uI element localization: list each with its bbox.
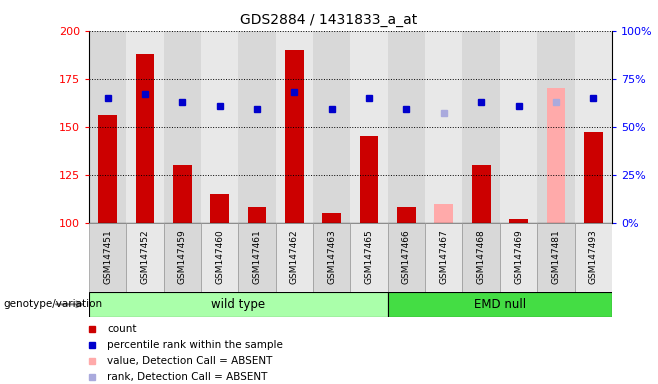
Text: GSM147459: GSM147459 xyxy=(178,230,187,285)
Text: GSM147469: GSM147469 xyxy=(514,230,523,285)
Bar xyxy=(434,204,453,223)
Text: GSM147461: GSM147461 xyxy=(253,230,261,285)
Bar xyxy=(276,31,313,223)
Bar xyxy=(322,213,341,223)
Bar xyxy=(537,31,574,223)
Bar xyxy=(463,223,500,292)
Bar xyxy=(388,31,425,223)
Text: GSM147493: GSM147493 xyxy=(589,230,597,285)
Text: GSM147465: GSM147465 xyxy=(365,230,374,285)
Bar xyxy=(89,292,388,317)
Bar xyxy=(547,88,565,223)
Bar xyxy=(201,31,238,223)
Bar xyxy=(574,223,612,292)
Text: GSM147481: GSM147481 xyxy=(551,230,561,285)
Bar xyxy=(537,223,574,292)
Bar xyxy=(350,31,388,223)
Bar xyxy=(509,219,528,223)
Bar xyxy=(164,31,201,223)
Bar xyxy=(238,223,276,292)
Bar xyxy=(89,31,126,223)
Text: GSM147467: GSM147467 xyxy=(440,230,448,285)
Bar xyxy=(425,223,463,292)
Text: EMD null: EMD null xyxy=(474,298,526,311)
Bar xyxy=(388,223,425,292)
Bar xyxy=(360,136,378,223)
Text: GSM147466: GSM147466 xyxy=(402,230,411,285)
Bar xyxy=(173,165,191,223)
Text: GSM147452: GSM147452 xyxy=(140,230,149,284)
Bar xyxy=(500,31,537,223)
Text: percentile rank within the sample: percentile rank within the sample xyxy=(107,340,283,350)
Bar xyxy=(136,54,154,223)
Bar xyxy=(89,223,126,292)
Text: genotype/variation: genotype/variation xyxy=(3,299,103,310)
Bar xyxy=(285,50,304,223)
Text: GSM147460: GSM147460 xyxy=(215,230,224,285)
Bar xyxy=(276,223,313,292)
Bar xyxy=(500,223,537,292)
Text: GSM147462: GSM147462 xyxy=(290,230,299,284)
Bar xyxy=(463,31,500,223)
Bar xyxy=(313,31,351,223)
Text: rank, Detection Call = ABSENT: rank, Detection Call = ABSENT xyxy=(107,372,268,382)
Text: GSM147451: GSM147451 xyxy=(103,230,112,285)
Bar xyxy=(247,207,266,223)
Bar xyxy=(201,223,238,292)
Bar xyxy=(98,115,117,223)
Bar xyxy=(126,223,164,292)
Bar xyxy=(472,165,490,223)
Bar xyxy=(238,31,276,223)
Bar xyxy=(397,207,416,223)
Text: GDS2884 / 1431833_a_at: GDS2884 / 1431833_a_at xyxy=(240,13,418,27)
Text: value, Detection Call = ABSENT: value, Detection Call = ABSENT xyxy=(107,356,272,366)
Text: GSM147468: GSM147468 xyxy=(476,230,486,285)
Bar xyxy=(388,292,612,317)
Bar xyxy=(584,132,603,223)
Bar xyxy=(425,31,463,223)
Bar xyxy=(574,31,612,223)
Text: count: count xyxy=(107,324,137,334)
Text: GSM147463: GSM147463 xyxy=(327,230,336,285)
Text: wild type: wild type xyxy=(211,298,265,311)
Bar xyxy=(211,194,229,223)
Bar xyxy=(350,223,388,292)
Bar xyxy=(126,31,164,223)
Bar xyxy=(313,223,351,292)
Bar xyxy=(164,223,201,292)
